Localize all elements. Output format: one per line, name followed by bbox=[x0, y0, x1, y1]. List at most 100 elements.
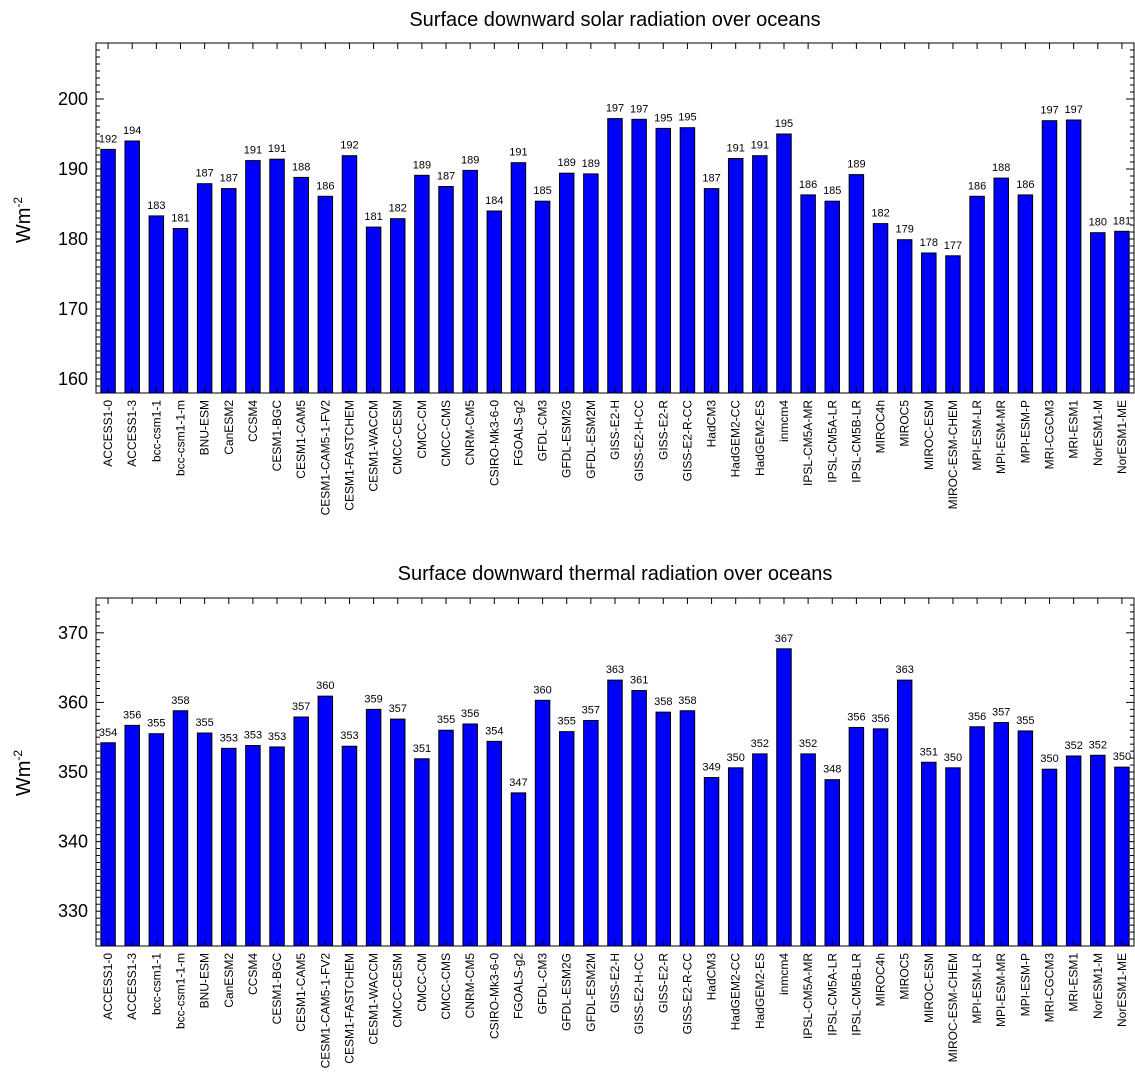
x-tick-label: MPI-ESM-MR bbox=[994, 953, 1008, 1027]
bar bbox=[848, 174, 865, 394]
bar bbox=[1041, 120, 1058, 394]
bar-value-label: 195 bbox=[654, 112, 672, 124]
x-tick-label: bcc-csm1-1 bbox=[149, 953, 163, 1015]
bar bbox=[462, 169, 478, 394]
bar-value-label: 189 bbox=[413, 159, 431, 171]
bar-value-label: 351 bbox=[413, 743, 431, 755]
bar bbox=[124, 724, 140, 947]
bar bbox=[945, 255, 961, 394]
chart-title: Surface downward solar radiation over oc… bbox=[409, 9, 820, 31]
bar bbox=[221, 188, 237, 394]
bar-value-label: 357 bbox=[992, 707, 1010, 719]
bar-value-label: 185 bbox=[823, 185, 841, 197]
bar bbox=[341, 155, 358, 394]
bar-value-label: 186 bbox=[316, 180, 334, 192]
bar-value-label: 363 bbox=[606, 664, 624, 676]
x-tick-label: CNRM-CM5 bbox=[463, 400, 477, 466]
x-tick-label: MRI-CGCM3 bbox=[1043, 953, 1057, 1023]
x-tick-label: CESM1-CAM5-1-FV2 bbox=[318, 953, 332, 1069]
bar-value-label: 352 bbox=[799, 738, 817, 750]
bar bbox=[1017, 730, 1034, 947]
bar-value-label: 189 bbox=[558, 157, 576, 169]
bar bbox=[776, 133, 792, 394]
bar-value-label: 184 bbox=[485, 195, 503, 207]
x-tick-label: GISS-E2-H-CC bbox=[632, 953, 646, 1035]
bar bbox=[196, 183, 213, 394]
panel-solar: Surface downward solar radiation over oc… bbox=[11, 9, 1135, 516]
x-tick-label: GISS-E2-R-CC bbox=[680, 953, 694, 1035]
bar-value-label: 353 bbox=[340, 730, 358, 742]
bar-value-label: 187 bbox=[702, 173, 720, 185]
bar-value-label: 353 bbox=[220, 732, 238, 744]
x-tick-label: HadGEM2-ES bbox=[753, 953, 767, 1029]
y-tick-label: 340 bbox=[58, 832, 88, 852]
bar-value-label: 182 bbox=[871, 208, 889, 220]
bar-series bbox=[100, 648, 1130, 947]
bar bbox=[390, 718, 406, 947]
bar-value-label: 350 bbox=[727, 752, 745, 764]
x-tick-label: NorESM1-M bbox=[1091, 400, 1105, 466]
bar-value-label: 182 bbox=[389, 203, 407, 215]
bar-value-label: 191 bbox=[244, 145, 262, 157]
bar-value-label: 355 bbox=[1016, 715, 1034, 727]
bar bbox=[631, 690, 647, 947]
bar-value-label: 363 bbox=[895, 664, 913, 676]
x-tick-label: NorESM1-M bbox=[1091, 953, 1105, 1019]
y-axis: 330 340 350 360 370 bbox=[58, 597, 1134, 947]
x-tick-label: HadGEM2-CC bbox=[729, 953, 743, 1031]
bar bbox=[703, 188, 720, 394]
bar bbox=[679, 127, 696, 394]
bar bbox=[365, 708, 382, 947]
bar-value-label: 197 bbox=[630, 103, 648, 115]
bar bbox=[534, 699, 551, 947]
bar bbox=[896, 679, 913, 947]
bar-value-label: 360 bbox=[316, 680, 334, 692]
bar-value-label: 187 bbox=[220, 173, 238, 185]
bar-value-label: 350 bbox=[944, 752, 962, 764]
bar bbox=[872, 223, 889, 394]
bar bbox=[800, 194, 816, 394]
bar-value-label: 188 bbox=[292, 161, 310, 173]
bar-value-label: 356 bbox=[123, 709, 141, 721]
x-tick-label: BNU-ESM bbox=[198, 400, 212, 455]
bar bbox=[148, 733, 165, 947]
value-labels: 354 356 355 358 355 353 353 353 357 360 353 359 357 3… bbox=[99, 633, 1131, 789]
bar bbox=[534, 200, 551, 394]
bar-value-label: 192 bbox=[340, 140, 358, 152]
x-tick-label: CESM1-CAM5-1-FV2 bbox=[318, 400, 332, 516]
x-tick-label: CESM1-FASTCHEM bbox=[342, 953, 356, 1064]
x-tick-label: GISS-E2-R bbox=[656, 400, 670, 460]
bar-value-label: 355 bbox=[437, 714, 455, 726]
bar bbox=[921, 252, 937, 394]
bar-value-label: 181 bbox=[1113, 215, 1131, 227]
bar bbox=[510, 162, 527, 394]
x-tick-label: MPI-ESM-P bbox=[1018, 400, 1032, 463]
x-tick-label: ACCESS1-0 bbox=[101, 400, 115, 467]
x-tick-label: GFDL-CM3 bbox=[536, 953, 550, 1015]
bar-value-label: 194 bbox=[123, 125, 141, 137]
bar-value-label: 356 bbox=[461, 708, 479, 720]
x-tick-label: IPSL-CM5A-MR bbox=[801, 400, 815, 486]
bar bbox=[317, 195, 334, 394]
bar bbox=[607, 679, 623, 947]
bar bbox=[1114, 766, 1130, 947]
x-tick-label: HadCM3 bbox=[705, 953, 719, 1001]
x-tick-label: MIROC5 bbox=[898, 953, 912, 1000]
y-tick-label: 200 bbox=[58, 89, 88, 109]
bar bbox=[245, 745, 261, 947]
bar bbox=[848, 726, 865, 947]
x-tick-label: IPSL-CM5A-LR bbox=[825, 400, 839, 483]
bar bbox=[462, 723, 478, 947]
bar bbox=[872, 728, 889, 947]
bar-value-label: 350 bbox=[1113, 751, 1131, 763]
x-tick-label: bcc-csm1-1-m bbox=[173, 400, 187, 476]
bar bbox=[414, 758, 430, 947]
bar bbox=[945, 767, 961, 947]
y-tick-label: 370 bbox=[58, 623, 88, 643]
x-tick-label: ACCESS1-0 bbox=[101, 953, 115, 1020]
bar-value-label: 191 bbox=[751, 140, 769, 152]
x-tick-label: IPSL-CM5A-LR bbox=[825, 953, 839, 1036]
bar bbox=[1041, 768, 1058, 947]
bar-value-label: 178 bbox=[920, 237, 938, 249]
